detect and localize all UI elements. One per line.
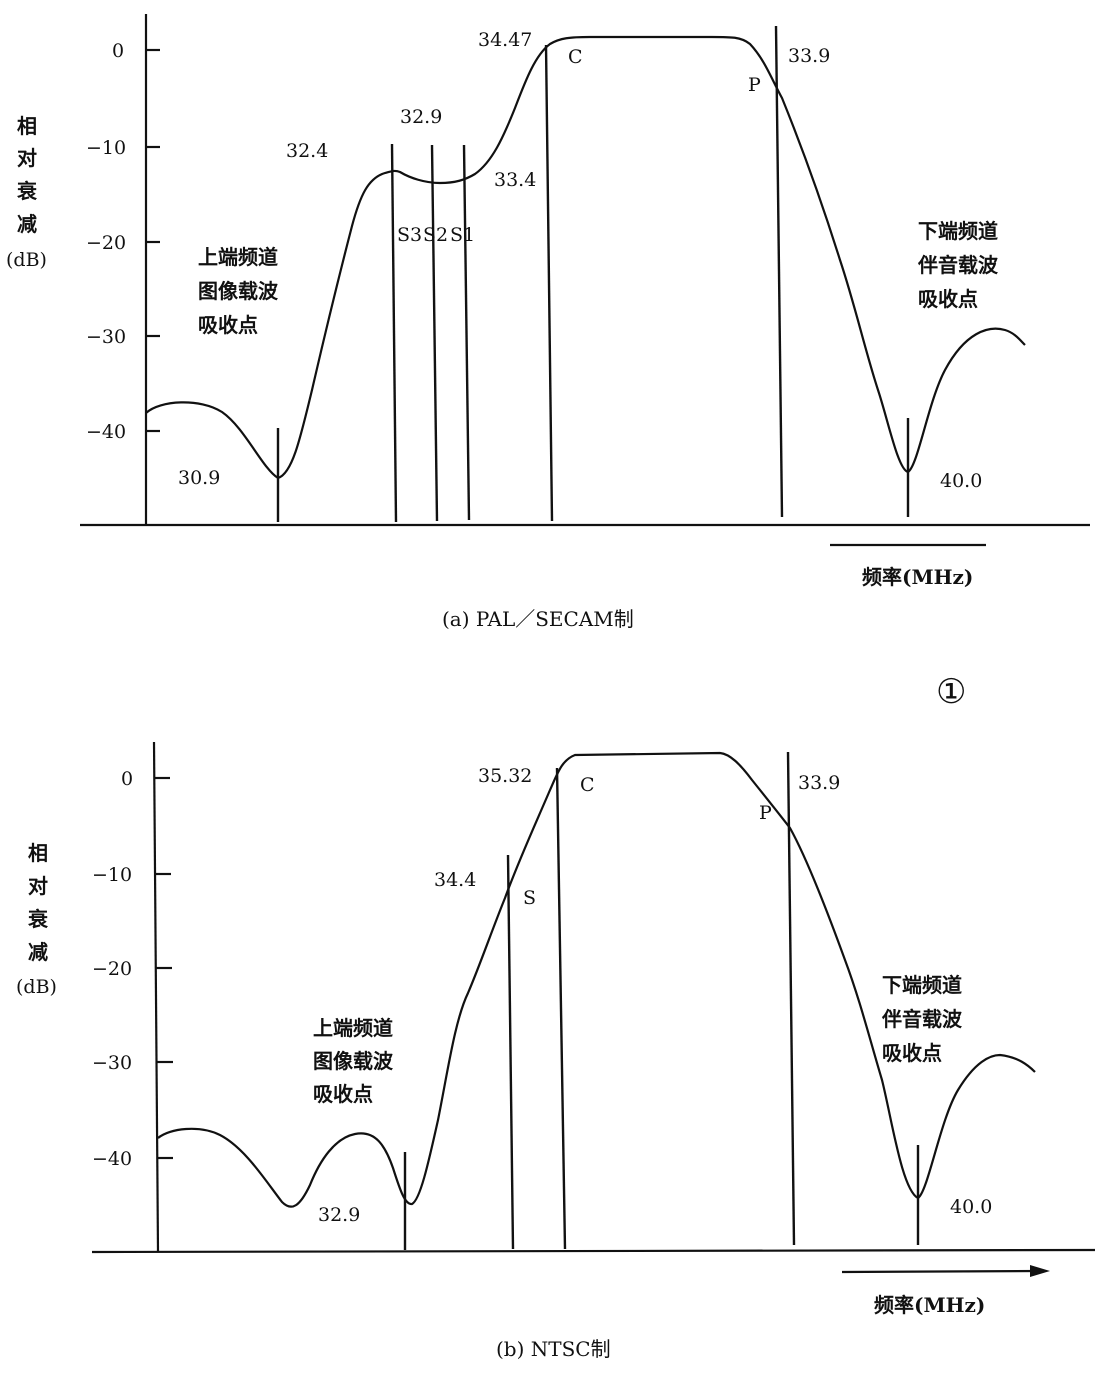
chart-a-xlabel: 频率(MHz) — [862, 565, 973, 589]
chart-b-marker-S — [506, 854, 515, 1250]
chart-b: 0 −10 −20 −30 −40 相 对 衰 减 (dB) 32.9 34.4… — [16, 741, 1096, 1361]
chart-a-label-30.9: 30.9 — [178, 467, 220, 489]
chart-b-frequency-arrow — [841, 1269, 1039, 1274]
chart-b-ylabel-char: 衰 — [27, 907, 49, 931]
chart-a-ylabel-unit: (dB) — [6, 249, 47, 271]
chart-a-ylabel-char: 对 — [17, 146, 37, 170]
chart-a-ylabel-char: 相 — [17, 114, 37, 138]
chart-b-annotation-right: 下端频道 — [882, 973, 962, 997]
chart-b-ylabel-unit: (dB) — [16, 976, 57, 998]
chart-b-ylabel-char: 减 — [28, 940, 48, 964]
chart-b-y-axis — [152, 741, 160, 1253]
chart-a-marker-P — [774, 25, 784, 518]
chart-a-marker-S1 — [462, 144, 471, 521]
chart-b-ytick-label: −10 — [92, 864, 132, 886]
chart-a-marker-label-P: P — [748, 74, 761, 96]
chart-a-label-33.4: 33.4 — [494, 169, 536, 191]
chart-a-label-33.9: 33.9 — [788, 45, 830, 67]
chart-a-marker-S2 — [430, 144, 439, 522]
chart-b-label-35.32: 35.32 — [478, 765, 532, 787]
chart-a-response-curve — [145, 35, 1026, 480]
chart-a-ytick-label: 0 — [112, 40, 124, 62]
chart-a: 0 −10 −20 −30 −40 相 对 衰 减 (dB) 30.9 32.4… — [6, 14, 1090, 631]
chart-b-ytick-label: 0 — [121, 768, 133, 790]
chart-b-label-34.4: 34.4 — [434, 869, 476, 891]
chart-a-marker-label-S1: S1 — [450, 224, 475, 246]
figure-number: ① — [936, 672, 966, 712]
chart-a-marker-C — [544, 44, 554, 522]
chart-a-annotation-left: 吸收点 — [198, 313, 258, 337]
chart-b-ytick-label: −20 — [92, 958, 132, 980]
chart-b-annotation-left: 图像载波 — [313, 1049, 394, 1073]
chart-b-ylabel-char: 对 — [28, 874, 48, 898]
chart-a-annotation-right: 下端频道 — [918, 219, 998, 243]
chart-b-x-axis — [91, 1248, 1096, 1254]
chart-a-label-40.0: 40.0 — [940, 470, 982, 492]
chart-b-ytick-label: −40 — [92, 1148, 132, 1170]
chart-a-caption: (a) PAL／SECAM制 — [442, 607, 634, 631]
chart-a-label-32.4: 32.4 — [286, 140, 328, 162]
chart-a-marker-label-C: C — [568, 46, 583, 68]
chart-a-ytick-label: −40 — [86, 421, 126, 443]
chart-a-ytick-label: −30 — [86, 326, 126, 348]
chart-b-ylabel-char: 相 — [28, 841, 48, 865]
chart-b-arrow-head-icon — [1030, 1265, 1050, 1277]
chart-a-label-32.9: 32.9 — [400, 106, 442, 128]
chart-b-marker-label-P: P — [759, 802, 772, 824]
chart-b-label-40.0: 40.0 — [950, 1196, 992, 1218]
chart-b-marker-label-C: C — [580, 774, 595, 796]
chart-b-marker-C — [555, 767, 567, 1250]
chart-a-ytick-label: −20 — [86, 232, 126, 254]
chart-b-annotation-right: 吸收点 — [882, 1041, 942, 1065]
chart-a-marker-S3 — [390, 143, 398, 523]
chart-a-ylabel-char: 减 — [17, 212, 37, 236]
chart-b-caption: (b) NTSC制 — [496, 1337, 611, 1361]
chart-b-annotation-left: 上端频道 — [313, 1016, 393, 1040]
chart-a-marker-label-S2: S2 — [423, 224, 448, 246]
chart-b-label-33.9: 33.9 — [798, 772, 840, 794]
chart-b-label-32.9: 32.9 — [318, 1204, 360, 1226]
chart-a-annotation-left: 上端频道 — [198, 245, 278, 269]
chart-a-annotation-right: 伴音载波 — [917, 253, 999, 277]
chart-b-annotation-left: 吸收点 — [313, 1082, 373, 1106]
chart-a-annotation-right: 吸收点 — [918, 287, 978, 311]
chart-b-marker-label-S: S — [523, 887, 536, 909]
chart-a-annotation-left: 图像载波 — [198, 279, 279, 303]
chart-b-response-curve — [157, 751, 1036, 1208]
chart-b-xlabel: 频率(MHz) — [874, 1293, 985, 1317]
chart-b-ytick-label: −30 — [92, 1052, 132, 1074]
chart-b-marker-P — [786, 751, 796, 1246]
chart-b-annotation-right: 伴音载波 — [881, 1007, 963, 1031]
chart-a-ylabel-char: 衰 — [16, 179, 38, 203]
chart-a-ytick-label: −10 — [86, 137, 126, 159]
chart-a-marker-label-S3: S3 — [397, 224, 422, 246]
chart-a-label-34.47: 34.47 — [478, 29, 532, 51]
